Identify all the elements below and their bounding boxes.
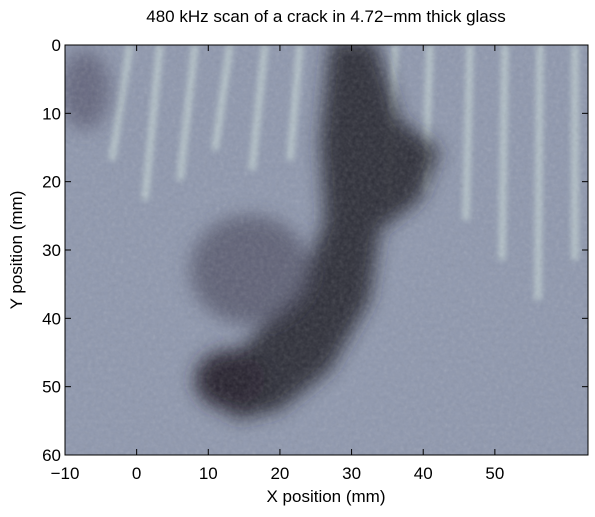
y-axis-label: Y position (mm): [7, 191, 26, 310]
x-tick-label: 0: [132, 464, 141, 483]
y-tick-label: 50: [42, 378, 61, 397]
x-axis-label: X position (mm): [266, 487, 385, 506]
x-tick-label: 40: [414, 464, 433, 483]
y-tick-label: 60: [42, 446, 61, 465]
y-tick-label: 40: [42, 309, 61, 328]
x-tick-label: 30: [342, 464, 361, 483]
y-tick-label: 0: [52, 36, 61, 55]
y-tick-label: 30: [42, 241, 61, 260]
x-tick-label: 50: [485, 464, 504, 483]
x-tick-label: 20: [270, 464, 289, 483]
chart-title: 480 kHz scan of a crack in 4.72−mm thick…: [146, 7, 506, 26]
x-tick-label: −10: [51, 464, 80, 483]
image-texture: [65, 45, 588, 455]
y-tick-label: 20: [42, 173, 61, 192]
scan-image: [65, 45, 588, 455]
y-tick-label: 10: [42, 104, 61, 123]
x-tick-label: 10: [199, 464, 218, 483]
